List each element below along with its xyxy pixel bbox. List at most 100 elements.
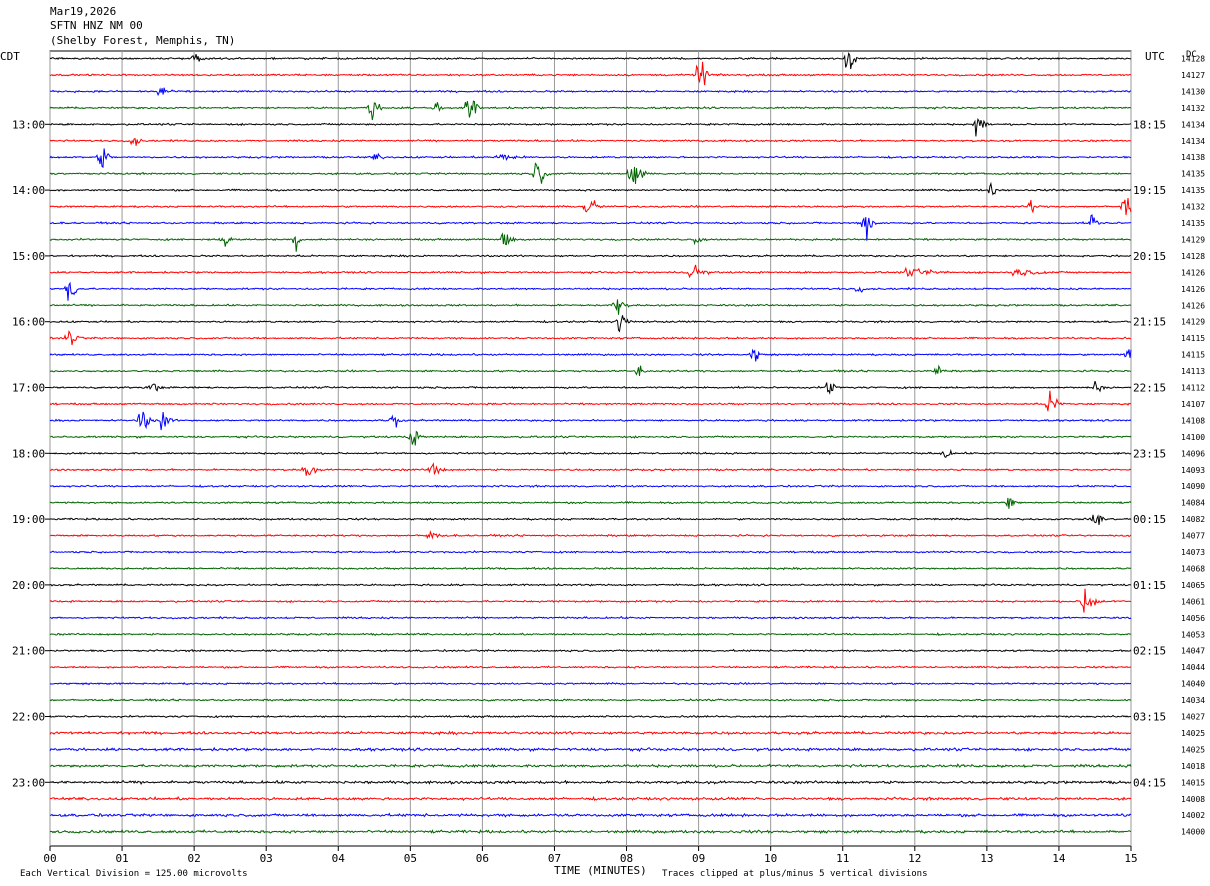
seismic-trace xyxy=(49,348,1132,362)
x-tick-label: 07 xyxy=(548,852,561,865)
dc-offset-label: 14128 xyxy=(1181,55,1205,64)
x-tick-label: 02 xyxy=(188,852,201,865)
x-tick-label: 04 xyxy=(332,852,346,865)
seismic-trace xyxy=(49,430,1132,446)
seismic-trace xyxy=(49,364,1132,376)
dc-offset-label: 14068 xyxy=(1181,564,1205,573)
plot-location: (Shelby Forest, Memphis, TN) xyxy=(50,34,236,47)
right-hour-label: 01:15 xyxy=(1133,579,1166,592)
x-axis-label: TIME (MINUTES) xyxy=(554,864,647,877)
dc-offset-label: 14002 xyxy=(1181,811,1205,820)
left-hour-label: 19:00 xyxy=(12,513,45,526)
plot-date: Mar19,2026 xyxy=(50,5,117,18)
seismic-trace xyxy=(49,514,1132,525)
seismic-trace xyxy=(49,566,1132,571)
x-tick-label: 05 xyxy=(404,852,417,865)
scale-note: Each Vertical Division = 125.00 microvol… xyxy=(20,869,248,879)
x-tick-label: 00 xyxy=(43,852,56,865)
dc-offset-label: 14134 xyxy=(1181,120,1205,129)
dc-offset-label: 14034 xyxy=(1181,696,1205,705)
right-hour-label: 02:15 xyxy=(1133,645,1166,658)
seismic-trace xyxy=(49,181,1132,196)
seismic-trace xyxy=(49,329,1132,346)
dc-offset-label: 14112 xyxy=(1181,384,1205,393)
left-hour-label: 16:00 xyxy=(12,316,45,329)
dc-offset-label: 14025 xyxy=(1181,729,1205,738)
dc-offset-label: 14138 xyxy=(1181,153,1205,162)
left-hour-label: 20:00 xyxy=(12,579,45,592)
seismic-trace xyxy=(49,117,1132,137)
seismic-trace xyxy=(50,264,1132,279)
seismic-trace xyxy=(49,52,1132,70)
dc-offset-label: 14061 xyxy=(1181,597,1205,606)
x-tick-label: 13 xyxy=(980,852,993,865)
dc-offset-label: 14135 xyxy=(1181,186,1205,195)
left-hour-label: 22:00 xyxy=(12,711,45,724)
left-timezone-label: CDT xyxy=(0,50,20,63)
dc-offset-label: 14100 xyxy=(1181,433,1205,442)
seismic-trace xyxy=(50,529,1132,540)
right-hour-label: 22:15 xyxy=(1133,382,1166,395)
seismic-trace xyxy=(50,87,1132,97)
seismic-trace xyxy=(49,162,1132,185)
seismic-trace xyxy=(49,730,1132,736)
x-tick-label: 11 xyxy=(836,852,849,865)
dc-offset-label: 14082 xyxy=(1181,515,1205,524)
right-timezone-label: UTC xyxy=(1145,50,1165,63)
seismic-trace xyxy=(49,588,1132,613)
seismic-trace xyxy=(49,484,1132,488)
seismic-trace xyxy=(49,299,1132,315)
seismic-trace xyxy=(49,411,1132,431)
clip-note: Traces clipped at plus/minus 5 vertical … xyxy=(662,869,928,879)
right-hour-label: 19:15 xyxy=(1133,184,1166,197)
dc-offset-label: 14108 xyxy=(1181,416,1205,425)
dc-offset-label: 14015 xyxy=(1181,778,1205,787)
dc-offset-label: 14093 xyxy=(1181,466,1205,475)
seismic-trace xyxy=(49,698,1132,702)
left-hour-label: 17:00 xyxy=(12,382,45,395)
seismic-trace xyxy=(49,232,1132,252)
dc-offset-header: DC xyxy=(1186,50,1197,60)
x-tick-label: 08 xyxy=(620,852,633,865)
dc-offset-label: 14127 xyxy=(1181,71,1205,80)
dc-offset-label: 14134 xyxy=(1181,137,1205,146)
right-hour-label: 04:15 xyxy=(1133,776,1166,789)
x-tick-label: 03 xyxy=(260,852,273,865)
seismic-trace xyxy=(49,497,1132,509)
right-hour-label: 20:15 xyxy=(1133,250,1166,263)
seismic-trace xyxy=(49,648,1132,653)
left-hour-label: 13:00 xyxy=(12,118,45,131)
seismic-trace xyxy=(49,61,1132,86)
seismic-trace xyxy=(49,462,1132,476)
seismic-trace xyxy=(49,315,1132,333)
plot-station: SFTN HNZ NM 00 xyxy=(50,19,143,32)
seismic-trace xyxy=(49,100,1132,121)
seismic-trace xyxy=(49,615,1132,620)
left-hour-label: 21:00 xyxy=(12,645,45,658)
dc-offset-label: 14047 xyxy=(1181,647,1205,656)
dc-offset-label: 14126 xyxy=(1181,301,1205,310)
dc-offset-label: 14126 xyxy=(1181,285,1205,294)
dc-offset-label: 14130 xyxy=(1181,87,1205,96)
seismic-trace xyxy=(49,254,1132,258)
dc-offset-label: 14084 xyxy=(1181,499,1205,508)
dc-offset-label: 14056 xyxy=(1181,614,1205,623)
seismic-trace xyxy=(49,632,1132,637)
x-tick-label: 01 xyxy=(115,852,128,865)
right-hour-label: 21:15 xyxy=(1133,316,1166,329)
seismic-trace xyxy=(49,681,1132,686)
dc-offset-label: 14065 xyxy=(1181,581,1205,590)
seismic-trace xyxy=(49,583,1132,587)
dc-offset-label: 14025 xyxy=(1181,745,1205,754)
dc-offset-label: 14132 xyxy=(1181,203,1205,212)
seismic-trace xyxy=(49,714,1132,719)
x-tick-label: 09 xyxy=(692,852,705,865)
seismic-trace xyxy=(49,281,1132,301)
seismic-trace xyxy=(49,795,1132,802)
dc-offset-label: 14040 xyxy=(1181,680,1205,689)
dc-offset-label: 14135 xyxy=(1181,170,1205,179)
left-hour-label: 14:00 xyxy=(12,184,45,197)
seismic-trace xyxy=(49,665,1132,669)
dc-offset-label: 14053 xyxy=(1181,630,1205,639)
